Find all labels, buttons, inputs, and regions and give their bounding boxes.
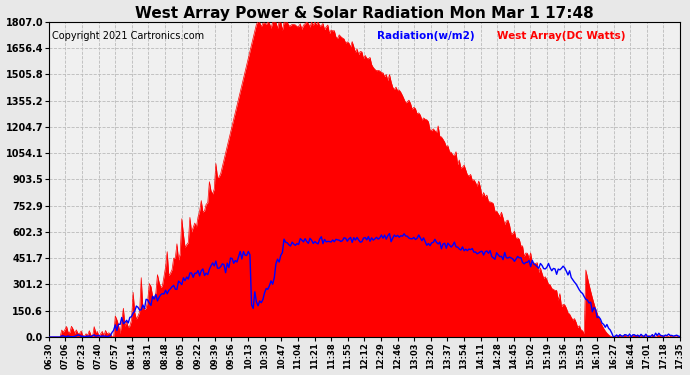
Title: West Array Power & Solar Radiation Mon Mar 1 17:48: West Array Power & Solar Radiation Mon M… — [135, 6, 593, 21]
Text: Copyright 2021 Cartronics.com: Copyright 2021 Cartronics.com — [52, 31, 204, 41]
Text: West Array(DC Watts): West Array(DC Watts) — [497, 31, 625, 41]
Text: Radiation(w/m2): Radiation(w/m2) — [377, 31, 475, 41]
